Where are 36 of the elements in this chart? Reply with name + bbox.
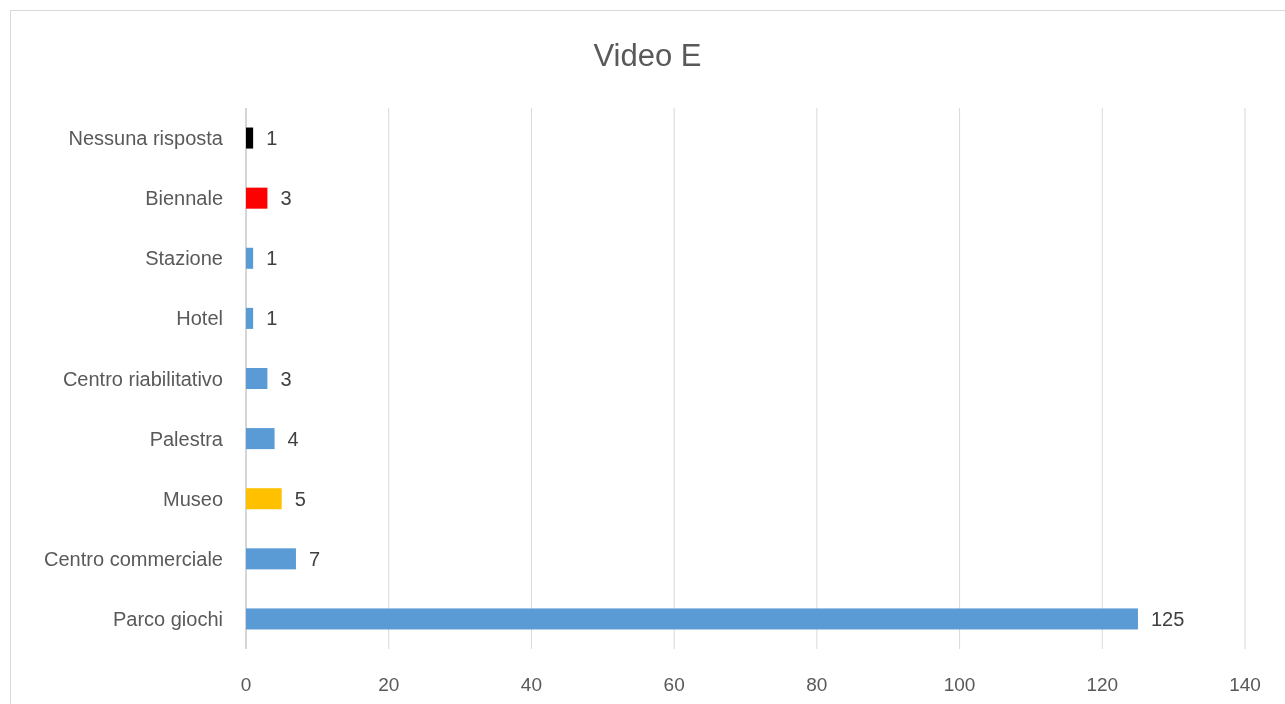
bar bbox=[246, 608, 1138, 630]
y-tick-label: Hotel bbox=[176, 307, 223, 330]
y-tick-label: Palestra bbox=[149, 427, 224, 450]
y-tick-label: Museo bbox=[162, 487, 223, 510]
data-label: 5 bbox=[294, 487, 306, 510]
x-tick-label: 20 bbox=[378, 673, 400, 695]
bar bbox=[246, 367, 268, 390]
y-tick-label: Centro commerciale bbox=[44, 547, 223, 570]
chart-title: Video E bbox=[593, 37, 702, 73]
bar bbox=[246, 548, 296, 570]
bar bbox=[246, 127, 254, 149]
x-tick-label: 60 bbox=[663, 673, 685, 695]
data-label: 4 bbox=[287, 427, 299, 450]
bar bbox=[246, 187, 268, 209]
y-tick-label: Biennale bbox=[145, 187, 223, 210]
y-tick-label: Stazione bbox=[145, 247, 223, 270]
data-label: 1 bbox=[266, 247, 278, 270]
x-tick-label: 0 bbox=[240, 673, 252, 695]
data-label: 1 bbox=[266, 307, 278, 330]
data-label: 125 bbox=[1150, 607, 1185, 630]
x-tick-label: 140 bbox=[1229, 673, 1261, 695]
x-tick-label: 120 bbox=[1086, 673, 1119, 695]
bar bbox=[246, 488, 282, 510]
data-label: 7 bbox=[308, 547, 321, 570]
y-tick-label: Nessuna risposta bbox=[68, 127, 224, 150]
bar bbox=[246, 428, 275, 450]
x-tick-label: 80 bbox=[806, 673, 828, 695]
x-tick-label: 40 bbox=[520, 673, 542, 695]
bar bbox=[246, 307, 254, 329]
y-tick-label: Parco giochi bbox=[112, 607, 223, 630]
bar bbox=[246, 247, 254, 269]
data-label: 1 bbox=[266, 127, 278, 150]
x-tick-label: 100 bbox=[943, 673, 976, 695]
data-label: 3 bbox=[280, 187, 292, 210]
data-label: 3 bbox=[280, 367, 292, 390]
y-tick-label: Centro riabilitativo bbox=[62, 367, 223, 390]
